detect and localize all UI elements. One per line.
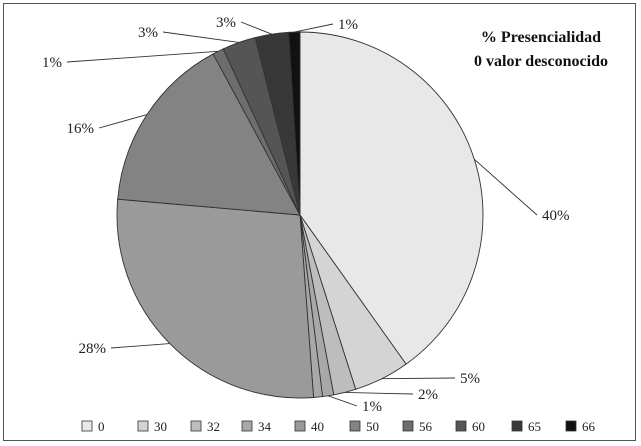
legend-item-34: 34 (241, 419, 272, 434)
legend-label-65: 65 (528, 419, 541, 434)
legend-swatch-50 (349, 420, 361, 432)
legend-label-30: 30 (154, 419, 167, 434)
legend-item-40: 40 (294, 419, 324, 434)
data-label-30: 5% (460, 371, 480, 387)
legend-label-0: 0 (98, 419, 105, 434)
leader-line-34 (328, 395, 358, 407)
legend-swatch-56 (402, 420, 414, 432)
leader-line-56 (66, 50, 219, 63)
leader-line-0 (474, 158, 538, 216)
legend-label-34: 34 (258, 419, 272, 434)
legend-label-40: 40 (311, 419, 324, 434)
legend-label-50: 50 (366, 419, 379, 434)
data-label-40: 28% (79, 341, 107, 357)
legend-swatch-0 (81, 420, 93, 432)
data-label-60: 3% (138, 25, 158, 41)
legend-label-56: 56 (419, 419, 433, 434)
legend-item-56: 56 (402, 419, 433, 434)
legend-swatch-65 (511, 420, 523, 432)
legend-label-66: 66 (582, 419, 596, 434)
data-label-66: 1% (338, 17, 358, 33)
data-label-0: 40% (542, 208, 570, 224)
legend-swatch-32 (190, 420, 202, 432)
legend-swatch-34 (241, 420, 253, 432)
chart-title-line-1: % Presencialidad (481, 29, 601, 46)
leader-line-66 (294, 23, 334, 33)
legend-item-65: 65 (511, 419, 541, 434)
legend-swatch-40 (294, 420, 306, 432)
legend: 0 30 32 34 40 50 56 60 65 66 (81, 419, 596, 434)
pie-slice-0 (299, 31, 484, 365)
legend-item-32: 32 (190, 419, 220, 434)
data-label-32: 2% (418, 387, 438, 403)
legend-item-0: 0 (81, 419, 105, 434)
data-label-65: 3% (216, 15, 236, 31)
leader-lines-layer (66, 21, 538, 407)
leader-line-32 (344, 391, 414, 395)
leader-line-65 (240, 21, 272, 35)
leader-line-30 (381, 377, 456, 380)
leader-line-50 (98, 114, 148, 129)
legend-swatch-30 (137, 420, 149, 432)
slices-layer (116, 31, 484, 399)
legend-item-66: 66 (565, 419, 596, 434)
data-label-34: 1% (362, 399, 382, 415)
leader-line-60 (162, 31, 240, 43)
pie-slice-40 (116, 198, 315, 399)
data-labels-layer: 40% 5% 2% 1% 28% 16% 1% 3% 3% 1% (42, 15, 570, 415)
legend-swatch-60 (455, 420, 467, 432)
legend-item-50: 50 (349, 419, 379, 434)
chart-title-line-2: 0 valor desconocido (474, 53, 608, 70)
leader-line-40 (110, 343, 170, 349)
legend-swatch-66 (565, 420, 577, 432)
legend-item-30: 30 (137, 419, 167, 434)
data-label-56: 1% (42, 55, 62, 71)
legend-label-60: 60 (472, 419, 485, 434)
pie-slice-50 (117, 53, 301, 216)
data-label-50: 16% (67, 121, 95, 137)
legend-item-60: 60 (455, 419, 485, 434)
legend-label-32: 32 (207, 419, 220, 434)
chart-title: % Presencialidad 0 valor desconocido (474, 29, 608, 70)
